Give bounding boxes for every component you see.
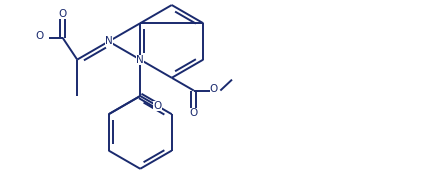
Text: O: O <box>58 9 67 19</box>
Text: N: N <box>105 36 112 46</box>
Text: O: O <box>210 84 218 94</box>
Text: O: O <box>35 31 43 41</box>
Text: O: O <box>153 101 162 111</box>
Text: N: N <box>136 55 144 65</box>
Text: O: O <box>190 108 198 118</box>
